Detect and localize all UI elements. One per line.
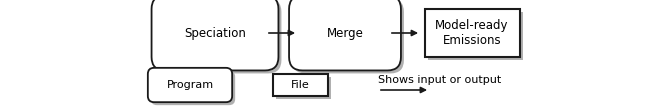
FancyBboxPatch shape [148, 68, 232, 102]
FancyBboxPatch shape [292, 0, 404, 73]
FancyBboxPatch shape [151, 71, 235, 105]
FancyBboxPatch shape [155, 0, 281, 73]
Text: Shows input or output: Shows input or output [378, 75, 501, 85]
FancyBboxPatch shape [272, 74, 328, 96]
FancyBboxPatch shape [428, 12, 523, 60]
FancyBboxPatch shape [424, 9, 519, 57]
FancyBboxPatch shape [151, 0, 278, 70]
Text: Speciation: Speciation [184, 27, 246, 39]
Text: Model-ready
Emissions: Model-ready Emissions [436, 18, 509, 48]
FancyBboxPatch shape [289, 0, 401, 70]
Text: Merge: Merge [326, 27, 363, 39]
Text: File: File [291, 80, 309, 90]
FancyBboxPatch shape [276, 77, 330, 99]
Text: Program: Program [166, 80, 214, 90]
